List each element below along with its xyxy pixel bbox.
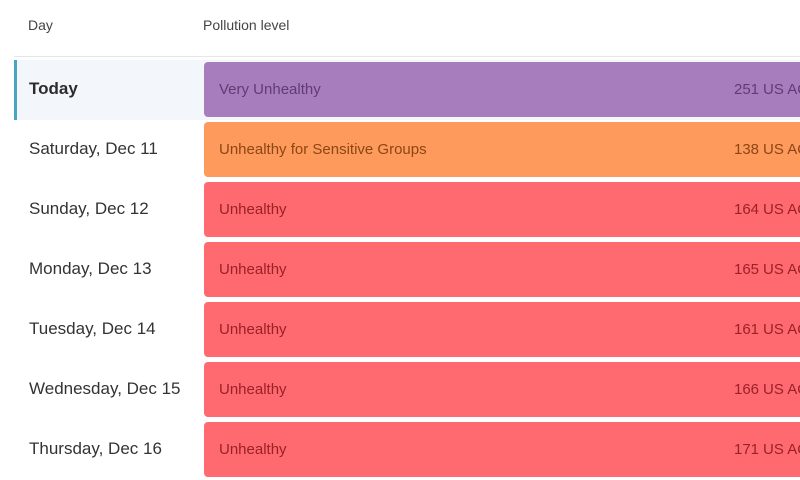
pollution-category: Unhealthy — [219, 201, 287, 218]
aqi-number: 251 — [734, 81, 760, 98]
forecast-row[interactable]: Saturday, Dec 11 Unhealthy for Sensitive… — [14, 120, 800, 180]
day-label: Today — [29, 79, 78, 98]
pollution-category: Unhealthy — [219, 321, 287, 338]
pollution-category: Unhealthy — [219, 261, 287, 278]
pollution-category: Very Unhealthy — [219, 81, 321, 98]
pollution-category: Unhealthy — [219, 441, 287, 458]
aqi-unit: US AQI — [763, 441, 800, 458]
aqi-number: 171 — [734, 441, 760, 458]
aqi-number: 165 — [734, 261, 760, 278]
day-label: Wednesday, Dec 15 — [29, 379, 181, 398]
aqi-unit: US AQI — [763, 321, 800, 338]
pollution-level-column-header: Pollution level — [203, 17, 290, 33]
day-label: Monday, Dec 13 — [29, 259, 152, 278]
aqi-unit: US AQI — [763, 261, 800, 278]
pollution-category: Unhealthy for Sensitive Groups — [219, 141, 427, 158]
day-label: Saturday, Dec 11 — [29, 139, 158, 158]
pollution-category: Unhealthy — [219, 381, 287, 398]
aqi-unit: US AQI — [763, 81, 800, 98]
day-column-header: Day — [28, 17, 53, 33]
aqi-unit: US AQI — [763, 201, 800, 218]
aqi-number: 164 — [734, 201, 760, 218]
aqi-number: 161 — [734, 321, 760, 338]
aqi-unit: US AQI — [763, 141, 800, 158]
day-label: Thursday, Dec 16 — [29, 439, 162, 458]
day-label: Tuesday, Dec 14 — [29, 319, 156, 338]
forecast-header: Day Pollution level — [14, 0, 800, 57]
aqi-number: 166 — [734, 381, 760, 398]
day-label: Sunday, Dec 12 — [29, 199, 149, 218]
aqi-number: 138 — [734, 141, 760, 158]
aqi-unit: US AQI — [763, 381, 800, 398]
